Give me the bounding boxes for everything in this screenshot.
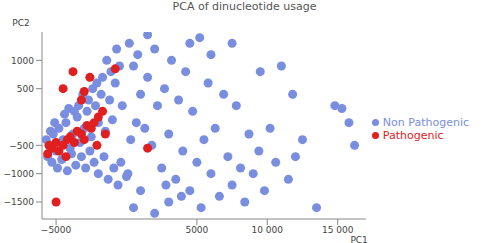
svg-text:10 000: 10 000 — [252, 225, 284, 235]
svg-text:PC2: PC2 — [12, 18, 29, 28]
svg-text:1000: 1000 — [11, 56, 34, 66]
html-text:PCA of dinucleotide usage: PCA of dinucleotide usage — [172, 0, 317, 13]
svg-text:500: 500 — [17, 84, 34, 94]
svg-text:−5000: −5000 — [41, 225, 72, 235]
svg-text:−500: −500 — [9, 141, 34, 151]
html-text:Pathogenic: Pathogenic — [382, 128, 444, 142]
svg-text:5000: 5000 — [185, 225, 208, 235]
html-text:Non Pathogenic: Non Pathogenic — [382, 115, 469, 129]
svg-text:−1000: −1000 — [8, 169, 34, 179]
svg-text:PC1: PC1 — [350, 235, 367, 243]
svg-text:−1500: −1500 — [8, 197, 34, 207]
svg-text:15 000: 15 000 — [322, 225, 354, 235]
